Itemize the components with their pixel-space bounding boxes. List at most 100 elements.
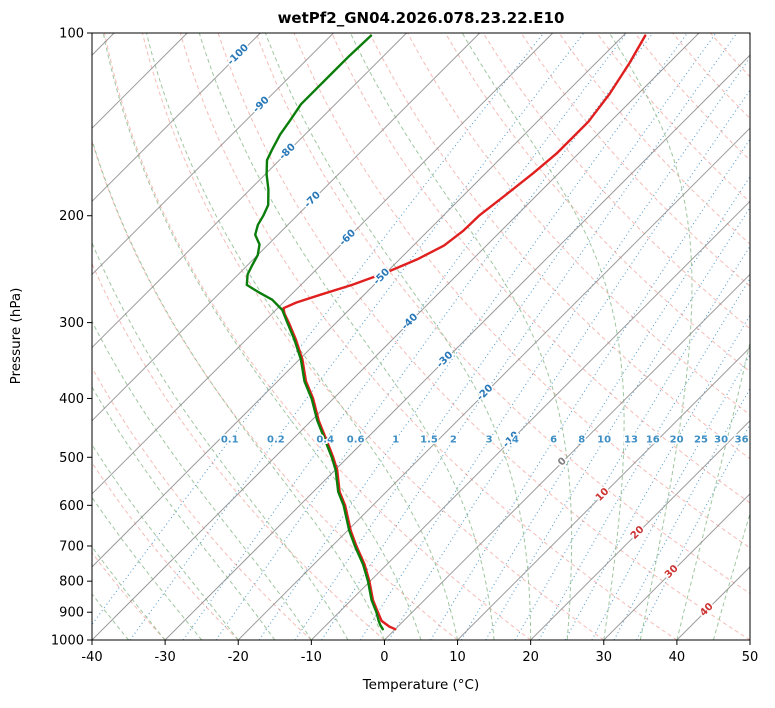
dry-adiabat-line — [92, 366, 312, 640]
mixing-ratio-line — [636, 423, 750, 640]
mixing-ratio-label: 4 — [512, 435, 519, 446]
moist-adiabat-line — [712, 512, 750, 640]
mixing-ratio-label: 10 — [597, 435, 611, 446]
x-tick-label: 40 — [669, 650, 686, 665]
x-tick-label: 0 — [380, 650, 388, 665]
moist-adiabat-line — [92, 320, 312, 640]
moist-adiabat-line — [676, 340, 750, 640]
isotherm-line — [310, 200, 750, 640]
mixing-ratio-line — [92, 33, 544, 626]
y-tick-label: 200 — [59, 209, 84, 224]
isotherm-line — [92, 33, 627, 568]
dry-adiabat-line — [141, 33, 605, 640]
isotherm-line — [92, 33, 554, 495]
isotherm-line — [457, 346, 750, 640]
x-tick-label: 50 — [742, 650, 759, 665]
isotherm-line — [749, 639, 750, 640]
dry-adiabat-line — [92, 139, 458, 640]
mixing-ratio-label: 0.4 — [316, 435, 334, 446]
moist-adiabat-line — [92, 443, 239, 640]
dry-adiabat-line — [293, 33, 750, 549]
x-tick-label: -10 — [301, 650, 322, 665]
mixing-ratio-label: 3 — [486, 435, 493, 446]
dry-adiabat-line — [331, 33, 750, 504]
moist-adiabat-line — [349, 33, 573, 640]
mixing-ratio-label: 6 — [550, 435, 557, 446]
x-tick-label: 30 — [596, 650, 613, 665]
moist-adiabat-line — [198, 33, 495, 640]
mixing-ratio-line — [388, 89, 750, 640]
mixing-ratio-line — [591, 353, 750, 640]
moist-adiabat-line — [92, 385, 276, 640]
isotherm-line — [92, 33, 700, 640]
temperature-curve — [282, 34, 647, 631]
dry-adiabat-line — [747, 33, 750, 36]
isotherm-line — [530, 419, 750, 640]
mixing-ratio-lines — [92, 33, 750, 640]
moist-adiabats — [92, 33, 750, 640]
mixing-ratio-line — [514, 245, 750, 640]
y-tick-label: 1000 — [51, 634, 84, 649]
mixing-ratio-line — [321, 33, 738, 640]
dry-adiabat-line — [217, 33, 750, 640]
mixing-ratio-line — [258, 33, 688, 640]
mixing-ratio-label: 1.5 — [420, 435, 438, 446]
dry-adiabat-line — [558, 33, 750, 245]
y-tick-label: 300 — [59, 316, 84, 331]
dry-adiabat-line — [710, 33, 750, 78]
mixing-ratio-line — [564, 314, 750, 640]
x-tick-label: 20 — [522, 650, 539, 665]
y-tick-label: 100 — [59, 27, 84, 42]
y-axis-label: Pressure (hPa) — [8, 288, 24, 385]
dewpoint-curve — [245, 34, 384, 631]
y-tick-label: 700 — [59, 539, 84, 554]
mixing-ratio-label: 36 — [735, 435, 749, 446]
moist-adiabat-line — [92, 496, 203, 640]
isotherm-line — [164, 54, 750, 640]
chart-title: wetPf2_GN04.2026.078.23.22.E10 — [278, 9, 565, 27]
dry-adiabat-line — [255, 33, 750, 595]
x-tick-label: 10 — [449, 650, 466, 665]
isotherm-line — [384, 273, 750, 640]
x-tick-label: -30 — [154, 650, 175, 665]
mixing-ratio-label: 0.1 — [221, 435, 239, 446]
mixing-ratio-label: 2 — [450, 435, 457, 446]
dry-adiabat-line — [179, 33, 678, 640]
mixing-ratio-label: 25 — [694, 435, 708, 446]
moist-adiabat-line — [92, 138, 385, 640]
moist-adiabat-line — [145, 33, 459, 640]
mixing-ratio-label: 30 — [714, 435, 728, 446]
dry-adiabats — [92, 33, 750, 640]
isotherm-line — [92, 33, 407, 349]
dry-adiabat-line — [104, 33, 532, 640]
plot-layers: -100-90-80-70-60-50-40-30-20-10010203040… — [92, 33, 750, 640]
dry-adiabat-line — [482, 33, 750, 330]
mixing-ratio-label: 0.2 — [267, 435, 285, 446]
x-tick-label: -40 — [81, 650, 102, 665]
mixing-ratio-label: 1 — [392, 435, 399, 446]
y-tick-label: 400 — [59, 392, 84, 407]
dry-adiabat-line — [596, 33, 750, 203]
y-tick-label: 500 — [59, 451, 84, 466]
y-tick-label: 600 — [59, 499, 84, 514]
axes: -40 -30 -20 -10 0 10 20 30 40 5010020030040050060… — [51, 27, 758, 666]
moist-adiabat-line — [608, 33, 693, 640]
dry-adiabat-line — [369, 33, 750, 460]
moist-adiabat-line — [92, 241, 349, 640]
isotherm-line — [92, 33, 334, 276]
dry-adiabat-line — [92, 262, 385, 640]
dry-adiabat-line — [92, 461, 239, 640]
y-tick-label: 900 — [59, 606, 84, 621]
mixing-ratio-line — [460, 175, 750, 640]
mixing-ratio-label: 20 — [670, 435, 684, 446]
isotherm-line — [603, 493, 750, 640]
y-tick-label: 800 — [59, 575, 84, 590]
line-labels: -100-90-80-70-60-50-40-30-20-10010203040… — [219, 41, 750, 621]
mixing-ratio-label: 16 — [646, 435, 660, 446]
moist-adiabat-line — [461, 33, 625, 640]
dry-adiabat-line — [634, 33, 750, 161]
mixing-ratio-label: 8 — [578, 435, 585, 446]
isotherm-line — [92, 33, 261, 203]
